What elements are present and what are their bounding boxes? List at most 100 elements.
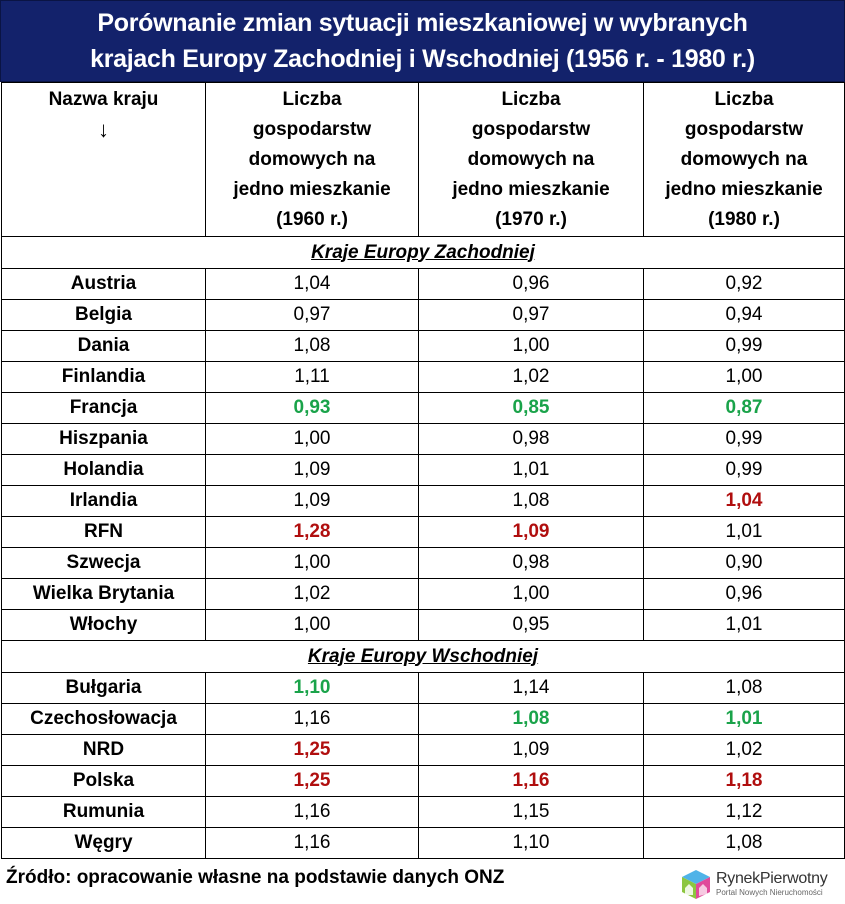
value-1970: 0,95 <box>418 609 644 641</box>
rynekpierwotny-logo: RynekPierwotny Portal Nowych Nieruchomoś… <box>680 866 840 902</box>
table-row: Wielka Brytania 1,02 1,00 0,96 <box>1 578 845 610</box>
value-1970: 1,00 <box>418 578 644 610</box>
value-1960: 1,00 <box>205 547 419 579</box>
title-banner: Porównanie zmian sytuacji mieszkaniowej … <box>0 0 845 82</box>
header-text: gospodarstw <box>684 119 804 140</box>
value-1970: 1,01 <box>418 454 644 486</box>
header-text: jedno mieszkanie <box>233 179 391 200</box>
value-1960: 1,16 <box>205 796 419 828</box>
table-row: Polska 1,25 1,16 1,18 <box>1 765 845 797</box>
country-name: Francja <box>1 392 206 424</box>
value-1960: 1,28 <box>205 516 419 548</box>
value-1970: 1,09 <box>418 516 644 548</box>
value-1970: 1,08 <box>418 485 644 517</box>
country-name: Wielka Brytania <box>1 578 206 610</box>
table-row: Holandia 1,09 1,01 0,99 <box>1 454 845 486</box>
table-row: Czechosłowacja 1,16 1,08 1,01 <box>1 703 845 735</box>
section-row: Kraje Europy Wschodniej <box>1 640 845 673</box>
country-name: Polska <box>1 765 206 797</box>
title-line-2: krajach Europy Zachodniej i Wschodniej (… <box>90 45 755 73</box>
country-name: Holandia <box>1 454 206 486</box>
value-1980: 1,00 <box>643 361 845 393</box>
value-1960: 1,04 <box>205 268 419 300</box>
value-1980: 1,01 <box>643 516 845 548</box>
value-1970: 1,02 <box>418 361 644 393</box>
value-1960: 1,25 <box>205 734 419 766</box>
header-1970: Liczba gospodarstw domowych na jedno mie… <box>418 82 644 237</box>
value-1960: 1,16 <box>205 827 419 859</box>
table-row: Austria 1,04 0,96 0,92 <box>1 268 845 300</box>
table-row: Hiszpania 1,00 0,98 0,99 <box>1 423 845 455</box>
header-text: jedno mieszkanie <box>665 179 823 200</box>
header-text: domowych na <box>680 149 808 170</box>
header-text: (1970 r.) <box>495 209 567 230</box>
value-1980: 0,87 <box>643 392 845 424</box>
table-row: Finlandia 1,11 1,02 1,00 <box>1 361 845 393</box>
value-1980: 1,01 <box>643 609 845 641</box>
value-1980: 1,08 <box>643 672 845 704</box>
value-1960: 1,08 <box>205 330 419 362</box>
header-1960: Liczba gospodarstw domowych na jedno mie… <box>205 82 419 237</box>
value-1980: 1,18 <box>643 765 845 797</box>
value-1970: 0,97 <box>418 299 644 331</box>
value-1970: 1,08 <box>418 703 644 735</box>
country-name: Węgry <box>1 827 206 859</box>
country-name: Włochy <box>1 609 206 641</box>
value-1980: 0,92 <box>643 268 845 300</box>
value-1970: 0,98 <box>418 547 644 579</box>
value-1970: 0,85 <box>418 392 644 424</box>
value-1970: 0,98 <box>418 423 644 455</box>
value-1970: 1,09 <box>418 734 644 766</box>
header-text: (1960 r.) <box>276 209 348 230</box>
value-1970: 1,15 <box>418 796 644 828</box>
value-1960: 0,93 <box>205 392 419 424</box>
header-row: Nazwa kraju ↓ Liczba gospodarstw domowyc… <box>1 82 845 237</box>
country-name: Szwecja <box>1 547 206 579</box>
header-text: domowych na <box>248 149 376 170</box>
value-1960: 1,10 <box>205 672 419 704</box>
header-country-label: Nazwa kraju <box>48 89 159 110</box>
table-row: Francja 0,93 0,85 0,87 <box>1 392 845 424</box>
header-text: Liczba <box>282 89 342 110</box>
section-row: Kraje Europy Zachodniej <box>1 236 845 269</box>
table-row: Belgia 0,97 0,97 0,94 <box>1 299 845 331</box>
table-body: Kraje Europy Zachodniej Austria 1,04 0,96 0,… <box>1 236 845 859</box>
value-1960: 1,11 <box>205 361 419 393</box>
value-1960: 1,02 <box>205 578 419 610</box>
country-name: Dania <box>1 330 206 362</box>
value-1960: 1,16 <box>205 703 419 735</box>
title-line-1: Porównanie zmian sytuacji mieszkaniowej … <box>97 9 748 37</box>
house-cube-logo-icon <box>682 870 710 899</box>
country-name: Belgia <box>1 299 206 331</box>
country-name: Hiszpania <box>1 423 206 455</box>
value-1960: 0,97 <box>205 299 419 331</box>
value-1980: 0,99 <box>643 330 845 362</box>
header-text: Liczba <box>714 89 774 110</box>
header-text: domowych na <box>467 149 595 170</box>
value-1960: 1,00 <box>205 609 419 641</box>
country-name: NRD <box>1 734 206 766</box>
header-text: (1980 r.) <box>708 209 780 230</box>
header-text: Liczba <box>501 89 561 110</box>
country-name: Bułgaria <box>1 672 206 704</box>
table-row: Węgry 1,16 1,10 1,08 <box>1 827 845 859</box>
country-name: Finlandia <box>1 361 206 393</box>
country-name: Irlandia <box>1 485 206 517</box>
header-text: gospodarstw <box>471 119 591 140</box>
housing-comparison-table: Nazwa kraju ↓ Liczba gospodarstw domowyc… <box>1 82 845 859</box>
value-1980: 0,99 <box>643 423 845 455</box>
value-1980: 1,02 <box>643 734 845 766</box>
table-row: RFN 1,28 1,09 1,01 <box>1 516 845 548</box>
value-1980: 1,12 <box>643 796 845 828</box>
table-row: Bułgaria 1,10 1,14 1,08 <box>1 672 845 704</box>
logo-name: RynekPierwotny <box>716 870 828 887</box>
value-1960: 1,00 <box>205 423 419 455</box>
section-label: Kraje Europy Wschodniej <box>1 640 845 673</box>
value-1970: 1,16 <box>418 765 644 797</box>
value-1970: 1,10 <box>418 827 644 859</box>
table-row: Rumunia 1,16 1,15 1,12 <box>1 796 845 828</box>
header-text: jedno mieszkanie <box>452 179 610 200</box>
country-name: Czechosłowacja <box>1 703 206 735</box>
value-1980: 0,90 <box>643 547 845 579</box>
value-1970: 1,14 <box>418 672 644 704</box>
